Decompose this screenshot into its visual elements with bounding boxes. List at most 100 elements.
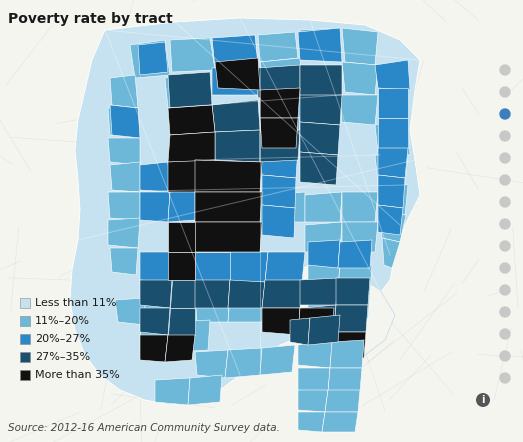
- Polygon shape: [168, 222, 195, 252]
- Circle shape: [500, 241, 510, 251]
- Polygon shape: [260, 88, 302, 118]
- Text: 27%–35%: 27%–35%: [35, 352, 90, 362]
- Polygon shape: [298, 28, 342, 62]
- Polygon shape: [168, 308, 195, 335]
- Polygon shape: [300, 65, 342, 98]
- Circle shape: [500, 329, 510, 339]
- Polygon shape: [260, 118, 298, 148]
- FancyBboxPatch shape: [20, 316, 30, 326]
- Polygon shape: [108, 192, 140, 220]
- Polygon shape: [302, 305, 336, 332]
- Polygon shape: [140, 192, 170, 222]
- Polygon shape: [300, 28, 342, 62]
- Polygon shape: [115, 298, 145, 325]
- Circle shape: [500, 263, 510, 273]
- Polygon shape: [308, 240, 340, 268]
- Polygon shape: [145, 295, 175, 325]
- Polygon shape: [378, 175, 405, 208]
- Polygon shape: [138, 42, 168, 75]
- Circle shape: [500, 219, 510, 229]
- Circle shape: [500, 307, 510, 317]
- Polygon shape: [170, 38, 215, 72]
- Circle shape: [500, 351, 510, 361]
- Polygon shape: [165, 335, 195, 362]
- Polygon shape: [308, 318, 336, 345]
- Polygon shape: [380, 212, 406, 242]
- Polygon shape: [140, 308, 170, 335]
- Polygon shape: [300, 95, 342, 125]
- Polygon shape: [280, 260, 395, 360]
- Polygon shape: [262, 280, 302, 308]
- Text: Source: 2012-16 American Community Survey data.: Source: 2012-16 American Community Surve…: [8, 423, 280, 433]
- Polygon shape: [338, 240, 372, 268]
- Polygon shape: [212, 65, 258, 95]
- Polygon shape: [330, 340, 364, 368]
- Polygon shape: [168, 132, 215, 162]
- Polygon shape: [195, 292, 230, 322]
- Polygon shape: [298, 368, 330, 392]
- Polygon shape: [375, 120, 410, 155]
- Polygon shape: [172, 252, 195, 282]
- Polygon shape: [334, 305, 368, 332]
- Circle shape: [500, 131, 510, 141]
- Polygon shape: [215, 130, 260, 162]
- FancyBboxPatch shape: [20, 352, 30, 362]
- Polygon shape: [378, 205, 403, 235]
- Polygon shape: [325, 390, 360, 412]
- Polygon shape: [338, 265, 372, 292]
- Polygon shape: [262, 175, 296, 208]
- Polygon shape: [336, 278, 370, 305]
- Polygon shape: [322, 412, 358, 432]
- Circle shape: [500, 65, 510, 75]
- Polygon shape: [260, 345, 295, 375]
- Polygon shape: [308, 315, 340, 345]
- Circle shape: [500, 373, 510, 383]
- Polygon shape: [212, 100, 260, 132]
- Polygon shape: [375, 60, 410, 90]
- Polygon shape: [108, 108, 140, 138]
- Polygon shape: [195, 252, 230, 282]
- Polygon shape: [332, 332, 366, 358]
- Polygon shape: [298, 412, 325, 432]
- Text: 11%–20%: 11%–20%: [35, 316, 90, 326]
- Polygon shape: [168, 252, 195, 280]
- Circle shape: [500, 197, 510, 207]
- Polygon shape: [140, 335, 168, 362]
- Polygon shape: [108, 138, 140, 165]
- Polygon shape: [195, 280, 230, 308]
- Circle shape: [500, 285, 510, 295]
- Polygon shape: [108, 218, 140, 248]
- Polygon shape: [305, 222, 342, 252]
- Polygon shape: [300, 122, 340, 155]
- Polygon shape: [188, 375, 222, 405]
- Polygon shape: [260, 58, 302, 90]
- Polygon shape: [168, 160, 215, 192]
- Polygon shape: [262, 205, 295, 238]
- Polygon shape: [215, 35, 258, 68]
- Text: More than 35%: More than 35%: [35, 370, 120, 380]
- Polygon shape: [110, 162, 140, 192]
- Polygon shape: [168, 160, 195, 192]
- Circle shape: [500, 175, 510, 185]
- Polygon shape: [260, 130, 300, 162]
- Polygon shape: [110, 105, 140, 138]
- Polygon shape: [338, 292, 370, 318]
- Circle shape: [500, 153, 510, 163]
- Polygon shape: [230, 252, 268, 282]
- Text: Poverty rate by tract: Poverty rate by tract: [8, 12, 173, 26]
- Polygon shape: [175, 320, 210, 352]
- Polygon shape: [300, 278, 338, 305]
- Polygon shape: [140, 162, 170, 192]
- Polygon shape: [262, 292, 300, 322]
- Polygon shape: [300, 152, 338, 185]
- Polygon shape: [260, 88, 300, 118]
- Polygon shape: [195, 160, 262, 192]
- Polygon shape: [302, 330, 334, 358]
- Polygon shape: [168, 105, 215, 135]
- Polygon shape: [342, 28, 378, 65]
- Polygon shape: [298, 342, 332, 368]
- Circle shape: [500, 109, 510, 119]
- Polygon shape: [328, 368, 362, 392]
- Polygon shape: [230, 192, 268, 222]
- Polygon shape: [298, 390, 328, 412]
